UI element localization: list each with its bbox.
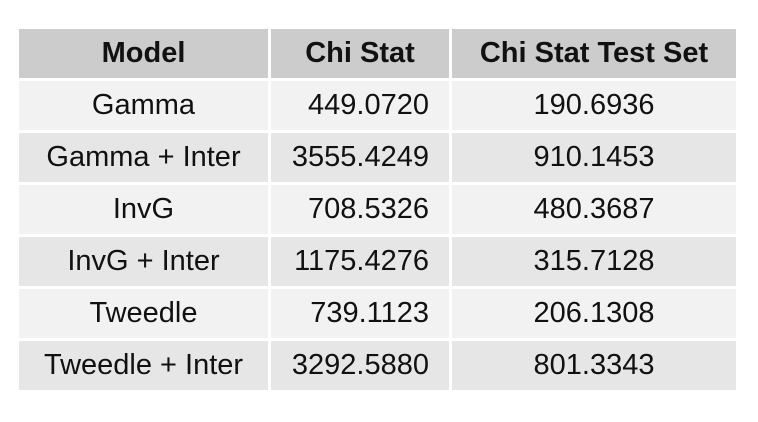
cell-chi-stat: 3292.5880 bbox=[271, 341, 449, 390]
cell-chi-stat: 739.1123 bbox=[271, 289, 449, 338]
table-row: InvG 708.5326 480.3687 bbox=[19, 185, 736, 234]
cell-model: Gamma + Inter bbox=[19, 133, 268, 182]
cell-chi-stat-test-set: 315.7128 bbox=[452, 237, 736, 286]
header-chi-stat-test-set: Chi Stat Test Set bbox=[452, 29, 736, 78]
cell-chi-stat-test-set: 190.6936 bbox=[452, 81, 736, 130]
header-chi-stat: Chi Stat bbox=[271, 29, 449, 78]
cell-model: Gamma bbox=[19, 81, 268, 130]
table-row: Tweedle + Inter 3292.5880 801.3343 bbox=[19, 341, 736, 390]
cell-chi-stat: 708.5326 bbox=[271, 185, 449, 234]
cell-chi-stat-test-set: 801.3343 bbox=[452, 341, 736, 390]
table-row: Gamma 449.0720 190.6936 bbox=[19, 81, 736, 130]
header-model: Model bbox=[19, 29, 268, 78]
cell-model: InvG + Inter bbox=[19, 237, 268, 286]
results-table: Model Chi Stat Chi Stat Test Set Gamma 4… bbox=[16, 26, 739, 393]
table-row: InvG + Inter 1175.4276 315.7128 bbox=[19, 237, 736, 286]
cell-chi-stat-test-set: 206.1308 bbox=[452, 289, 736, 338]
cell-chi-stat: 1175.4276 bbox=[271, 237, 449, 286]
cell-chi-stat: 449.0720 bbox=[271, 81, 449, 130]
cell-model: InvG bbox=[19, 185, 268, 234]
header-row: Model Chi Stat Chi Stat Test Set bbox=[19, 29, 736, 78]
cell-model: Tweedle + Inter bbox=[19, 341, 268, 390]
cell-chi-stat: 3555.4249 bbox=[271, 133, 449, 182]
cell-model: Tweedle bbox=[19, 289, 268, 338]
results-table-container: Model Chi Stat Chi Stat Test Set Gamma 4… bbox=[16, 26, 739, 393]
cell-chi-stat-test-set: 910.1453 bbox=[452, 133, 736, 182]
table-row: Gamma + Inter 3555.4249 910.1453 bbox=[19, 133, 736, 182]
cell-chi-stat-test-set: 480.3687 bbox=[452, 185, 736, 234]
table-row: Tweedle 739.1123 206.1308 bbox=[19, 289, 736, 338]
